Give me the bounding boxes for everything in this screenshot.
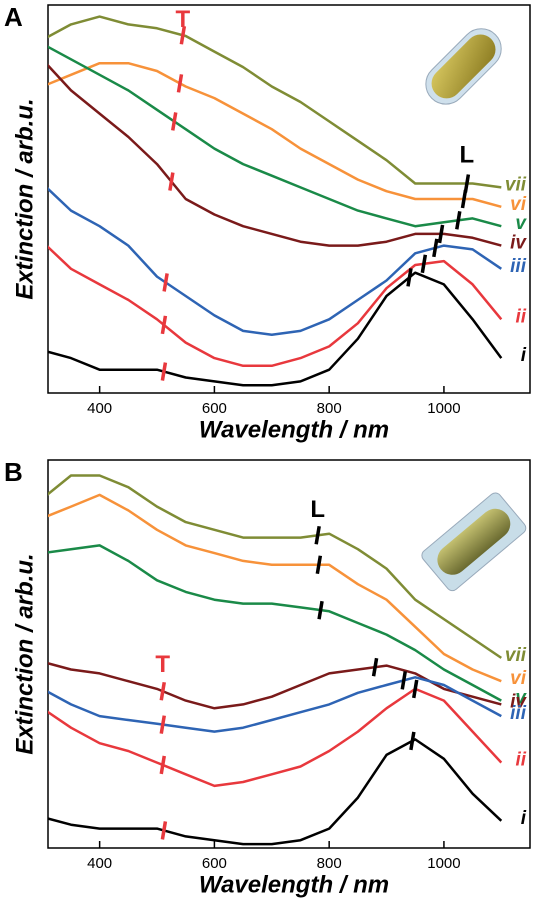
peak-marker bbox=[371, 657, 379, 677]
peak-marker bbox=[168, 172, 175, 191]
series-line bbox=[48, 662, 502, 710]
series-label: vi bbox=[510, 194, 527, 215]
peak-marker bbox=[315, 555, 323, 575]
peak-marker bbox=[176, 74, 184, 93]
x-tick-label: 600 bbox=[202, 400, 227, 417]
annotation: T bbox=[176, 6, 191, 33]
peak-marker bbox=[432, 238, 439, 258]
peak-marker bbox=[455, 211, 462, 230]
series-label: i bbox=[521, 808, 527, 829]
annotation: L bbox=[310, 496, 325, 523]
peak-marker bbox=[314, 525, 321, 545]
series-label: ii bbox=[515, 306, 526, 327]
series-label: v bbox=[515, 213, 527, 234]
series-line bbox=[48, 61, 502, 209]
peak-marker bbox=[317, 600, 324, 620]
panel-label: B bbox=[4, 457, 23, 487]
plot-frame bbox=[47, 4, 531, 394]
series-label: iii bbox=[510, 256, 527, 277]
series-line bbox=[48, 45, 502, 228]
inset-a bbox=[425, 28, 502, 105]
annotation: L bbox=[460, 142, 475, 169]
peak-marker bbox=[162, 273, 169, 292]
series-line bbox=[48, 738, 503, 846]
series-label: v bbox=[515, 688, 527, 709]
peak-marker bbox=[406, 268, 413, 287]
peak-marker bbox=[160, 315, 168, 335]
series-label: iv bbox=[510, 233, 527, 254]
peak-marker bbox=[179, 25, 187, 45]
series-label: vii bbox=[505, 645, 527, 666]
curves bbox=[48, 474, 503, 846]
inset-b bbox=[421, 492, 527, 592]
series-line bbox=[48, 493, 502, 683]
peak-marker bbox=[437, 224, 445, 244]
peak-marker bbox=[159, 681, 166, 701]
plot-frame bbox=[47, 459, 531, 849]
peak-marker bbox=[412, 679, 419, 699]
series-line bbox=[48, 687, 503, 788]
annotation: T bbox=[155, 651, 170, 678]
series-label: iii bbox=[510, 703, 527, 724]
x-axis-title: Wavelength / nm bbox=[199, 416, 389, 443]
peak-marker bbox=[160, 362, 168, 381]
y-axis-title: Extinction / arb.u. bbox=[11, 553, 38, 754]
series-label: vi bbox=[510, 668, 527, 689]
peak-marker bbox=[400, 671, 407, 690]
curves bbox=[48, 15, 503, 387]
x-tick-label: 800 bbox=[317, 400, 342, 417]
x-tick-label: 600 bbox=[202, 855, 227, 872]
series-line bbox=[48, 245, 503, 368]
x-tick-label: 1000 bbox=[427, 855, 460, 872]
x-axis-title: Wavelength / nm bbox=[199, 871, 389, 898]
peak-marker bbox=[420, 254, 428, 274]
x-tick-label: 400 bbox=[87, 855, 112, 872]
x-tick-label: 400 bbox=[87, 400, 112, 417]
x-tick-label: 1000 bbox=[427, 400, 460, 417]
peak-marker bbox=[160, 821, 168, 840]
peak-marker bbox=[159, 715, 166, 734]
y-axis-title: Extinction / arb.u. bbox=[11, 98, 38, 299]
series-line bbox=[48, 15, 502, 189]
peak-marker bbox=[171, 112, 178, 131]
series-label: i bbox=[521, 345, 527, 366]
series-label: iv bbox=[510, 691, 527, 712]
peak-marker bbox=[409, 731, 416, 751]
series-line bbox=[48, 544, 502, 702]
peak-marker bbox=[159, 755, 166, 775]
series-line bbox=[48, 271, 503, 387]
series-line bbox=[48, 474, 503, 659]
series-label: ii bbox=[515, 750, 526, 771]
x-tick-label: 800 bbox=[317, 855, 342, 872]
series-label: vii bbox=[505, 174, 527, 195]
panel-label: A bbox=[4, 2, 23, 32]
series-line bbox=[48, 63, 502, 247]
peak-marker bbox=[460, 189, 468, 209]
series-line bbox=[48, 676, 502, 733]
peak-marker bbox=[463, 174, 471, 193]
series-line bbox=[48, 187, 503, 337]
